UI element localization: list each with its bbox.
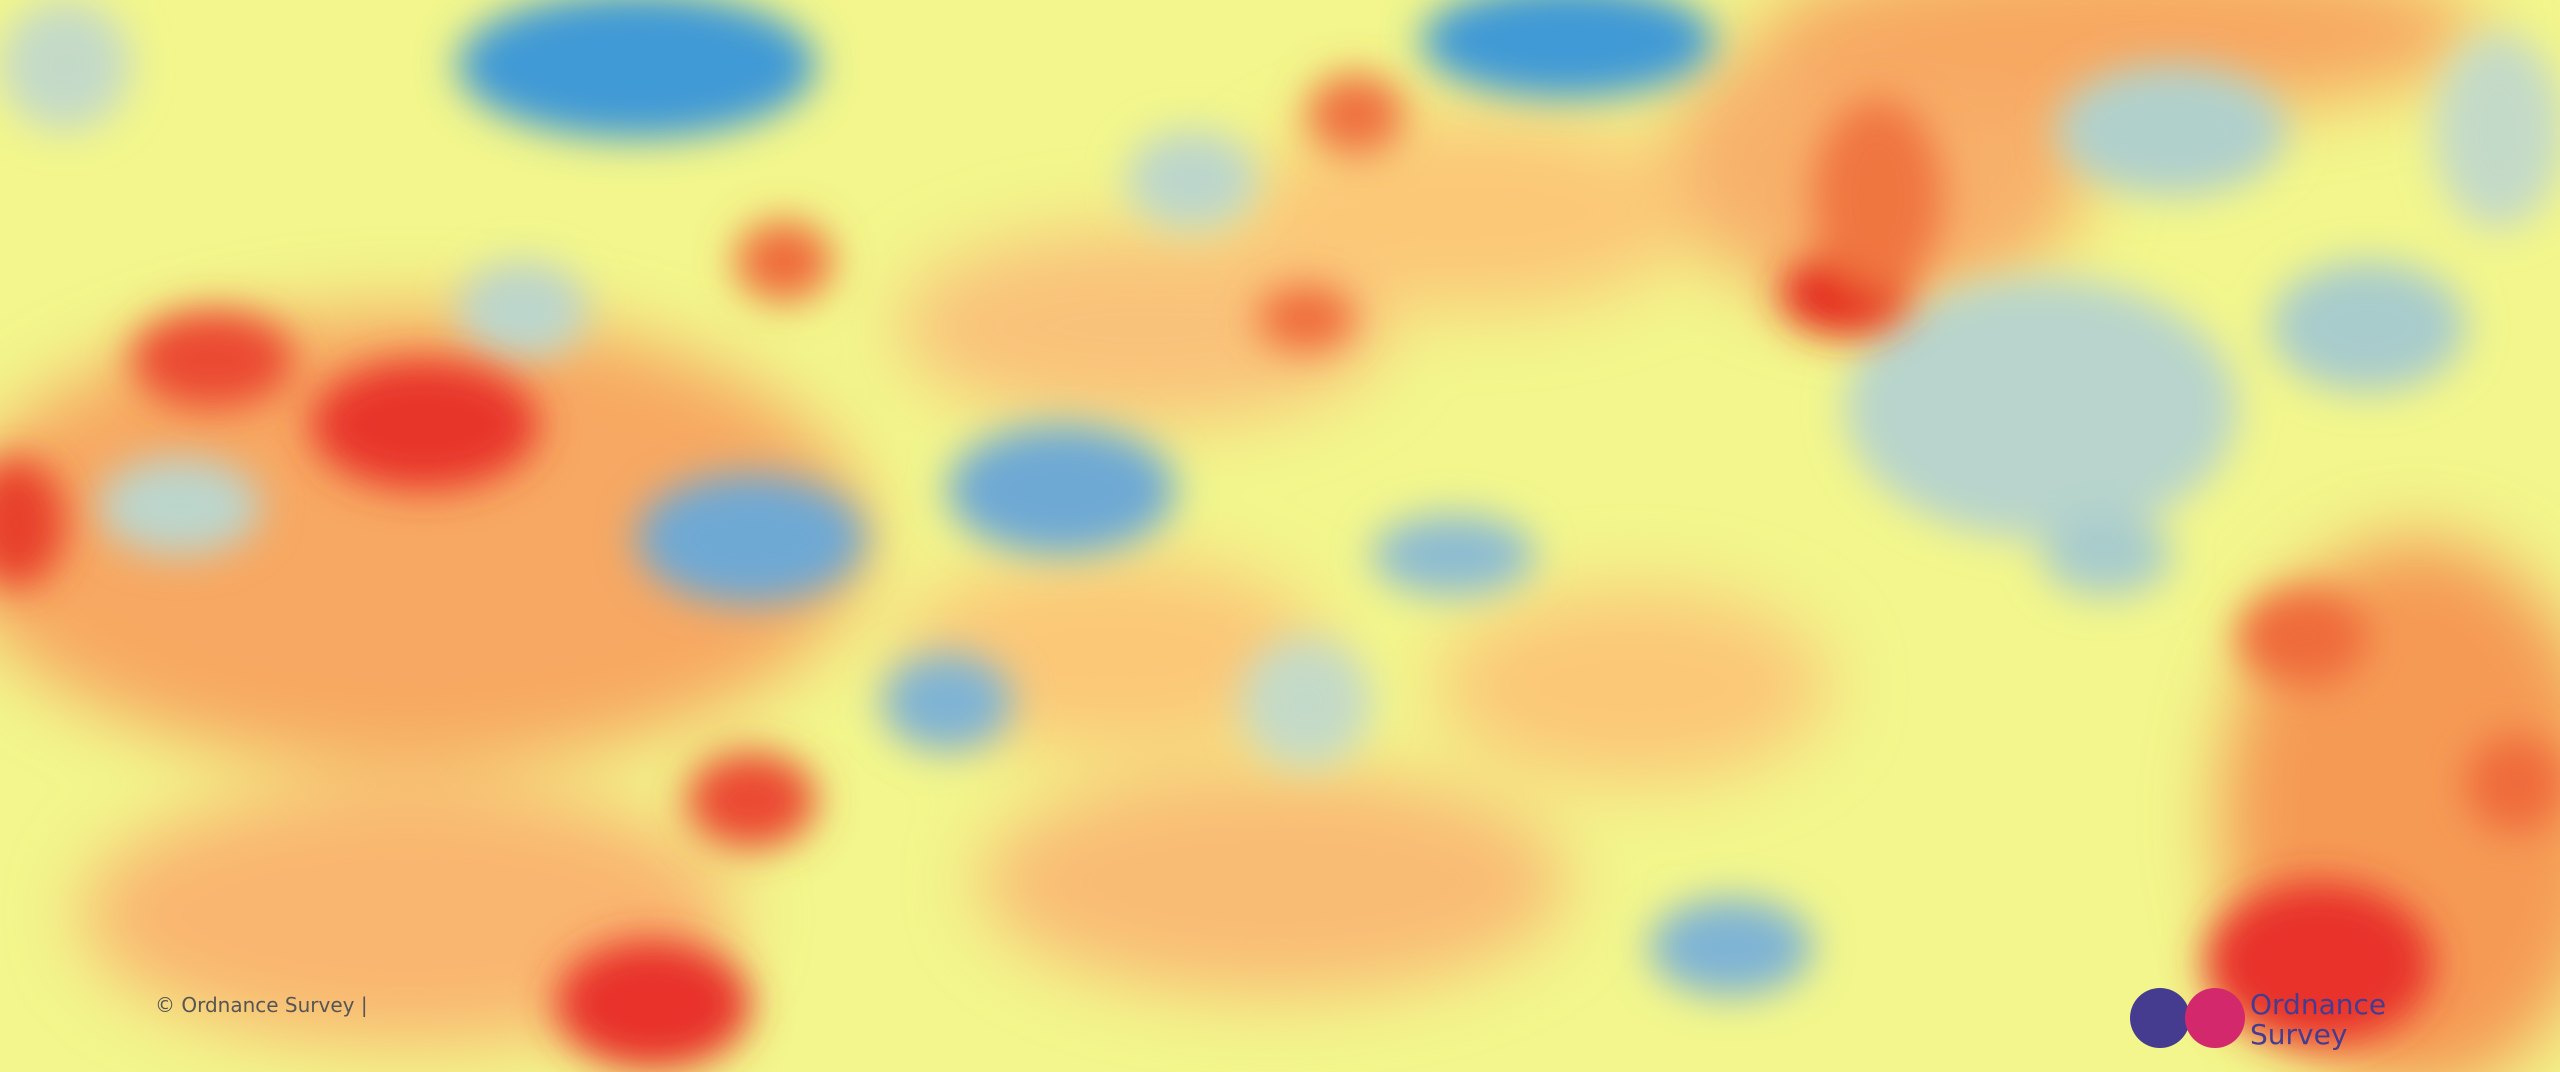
logo-mark-left [2130, 988, 2190, 1048]
logo-mark-right [2185, 988, 2245, 1048]
logo-text-line1: Ordnance [2250, 988, 2386, 1021]
heat-blue [0, 0, 2560, 997]
os-logo[interactable]: Ordnance Survey [2130, 988, 2386, 1051]
attribution: © Ordnance Survey | [155, 993, 368, 1017]
heat-red [0, 73, 2560, 1070]
logo-text-line2: Survey [2250, 1018, 2347, 1051]
